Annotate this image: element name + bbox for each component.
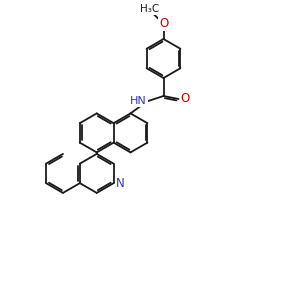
Text: O: O — [159, 17, 168, 30]
Text: HN: HN — [130, 96, 147, 106]
Text: H₃C: H₃C — [140, 4, 160, 14]
Text: N: N — [116, 177, 124, 190]
Text: O: O — [181, 92, 190, 106]
